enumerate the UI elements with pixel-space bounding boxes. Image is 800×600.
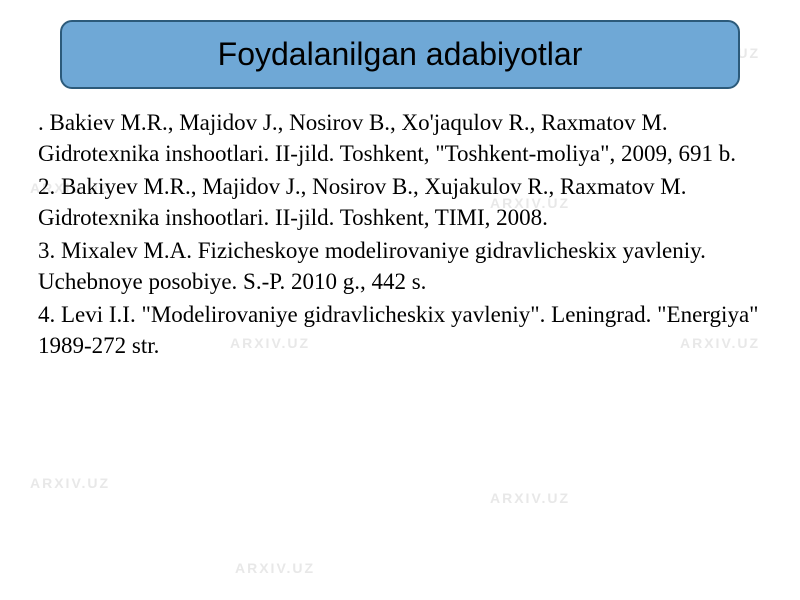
watermark: ARXIV.UZ bbox=[490, 490, 570, 506]
watermark: ARXIV.UZ bbox=[30, 475, 110, 491]
reference-item: . Bakiev M.R., Majidov J., Nosirov B., X… bbox=[38, 107, 762, 169]
reference-item: 2. Bakiyev M.R., Majidov J., Nosirov B.,… bbox=[38, 171, 762, 233]
references-content: . Bakiev M.R., Majidov J., Nosirov B., X… bbox=[30, 107, 770, 361]
reference-item: 3. Mixalev M.A. Fizicheskoye modelirovan… bbox=[38, 235, 762, 297]
page-title: Foydalanilgan adabiyotlar bbox=[82, 36, 718, 73]
title-box: Foydalanilgan adabiyotlar bbox=[60, 20, 740, 89]
watermark: ARXIV.UZ bbox=[235, 560, 315, 576]
reference-item: 4. Levi I.I. "Modelirovaniye gidravliche… bbox=[38, 299, 762, 361]
